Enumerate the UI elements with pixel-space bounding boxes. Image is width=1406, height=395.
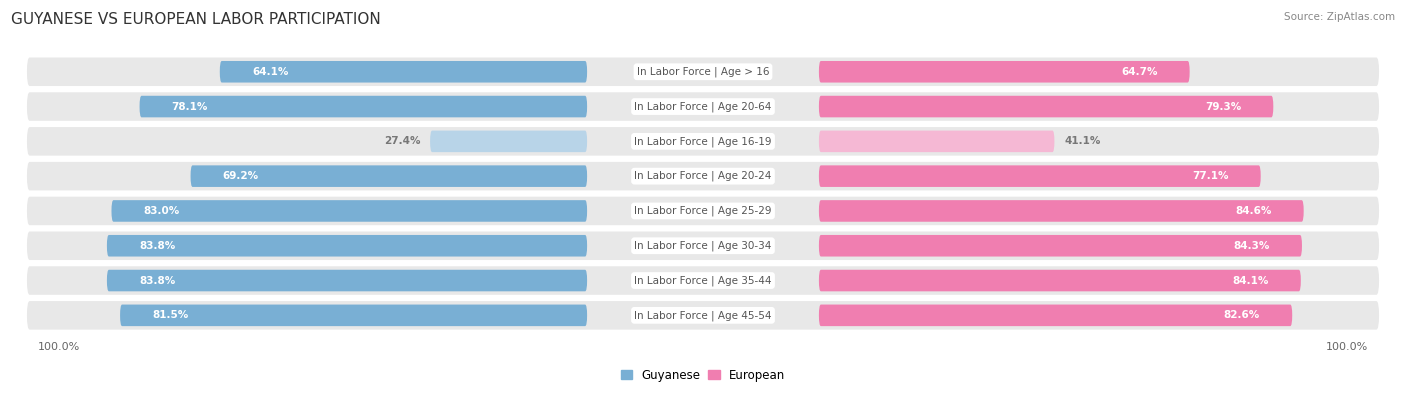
FancyBboxPatch shape	[818, 61, 1189, 83]
FancyBboxPatch shape	[120, 305, 588, 326]
FancyBboxPatch shape	[107, 235, 588, 256]
Text: 69.2%: 69.2%	[222, 171, 259, 181]
FancyBboxPatch shape	[818, 270, 1301, 292]
FancyBboxPatch shape	[107, 270, 588, 292]
Text: In Labor Force | Age 30-34: In Labor Force | Age 30-34	[634, 241, 772, 251]
Text: 64.7%: 64.7%	[1121, 67, 1157, 77]
Text: GUYANESE VS EUROPEAN LABOR PARTICIPATION: GUYANESE VS EUROPEAN LABOR PARTICIPATION	[11, 12, 381, 27]
FancyBboxPatch shape	[27, 162, 1379, 190]
Text: In Labor Force | Age 35-44: In Labor Force | Age 35-44	[634, 275, 772, 286]
FancyBboxPatch shape	[27, 197, 1379, 225]
Text: 78.1%: 78.1%	[172, 102, 208, 111]
FancyBboxPatch shape	[818, 96, 1274, 117]
FancyBboxPatch shape	[111, 200, 588, 222]
FancyBboxPatch shape	[818, 235, 1302, 256]
FancyBboxPatch shape	[219, 61, 588, 83]
Text: 83.8%: 83.8%	[139, 276, 176, 286]
Text: In Labor Force | Age 16-19: In Labor Force | Age 16-19	[634, 136, 772, 147]
FancyBboxPatch shape	[430, 131, 588, 152]
FancyBboxPatch shape	[27, 92, 1379, 121]
FancyBboxPatch shape	[191, 166, 588, 187]
Text: 64.1%: 64.1%	[252, 67, 288, 77]
FancyBboxPatch shape	[818, 200, 1303, 222]
Text: 79.3%: 79.3%	[1205, 102, 1241, 111]
Text: 84.6%: 84.6%	[1234, 206, 1271, 216]
Text: In Labor Force | Age 45-54: In Labor Force | Age 45-54	[634, 310, 772, 321]
Text: 81.5%: 81.5%	[152, 310, 188, 320]
Text: 41.1%: 41.1%	[1064, 136, 1101, 147]
FancyBboxPatch shape	[27, 58, 1379, 86]
Text: 84.1%: 84.1%	[1232, 276, 1268, 286]
FancyBboxPatch shape	[27, 231, 1379, 260]
Text: 77.1%: 77.1%	[1192, 171, 1229, 181]
FancyBboxPatch shape	[818, 305, 1292, 326]
FancyBboxPatch shape	[818, 166, 1261, 187]
Text: In Labor Force | Age > 16: In Labor Force | Age > 16	[637, 66, 769, 77]
Text: Source: ZipAtlas.com: Source: ZipAtlas.com	[1284, 12, 1395, 22]
Text: 84.3%: 84.3%	[1233, 241, 1270, 251]
Text: 27.4%: 27.4%	[384, 136, 420, 147]
Text: In Labor Force | Age 20-64: In Labor Force | Age 20-64	[634, 101, 772, 112]
FancyBboxPatch shape	[27, 301, 1379, 329]
FancyBboxPatch shape	[139, 96, 588, 117]
Text: 83.8%: 83.8%	[139, 241, 176, 251]
FancyBboxPatch shape	[27, 266, 1379, 295]
FancyBboxPatch shape	[818, 131, 1054, 152]
FancyBboxPatch shape	[27, 127, 1379, 156]
Text: In Labor Force | Age 20-24: In Labor Force | Age 20-24	[634, 171, 772, 181]
Legend: Guyanese, European: Guyanese, European	[616, 364, 790, 386]
Text: 82.6%: 82.6%	[1223, 310, 1260, 320]
Text: 83.0%: 83.0%	[143, 206, 180, 216]
Text: In Labor Force | Age 25-29: In Labor Force | Age 25-29	[634, 206, 772, 216]
